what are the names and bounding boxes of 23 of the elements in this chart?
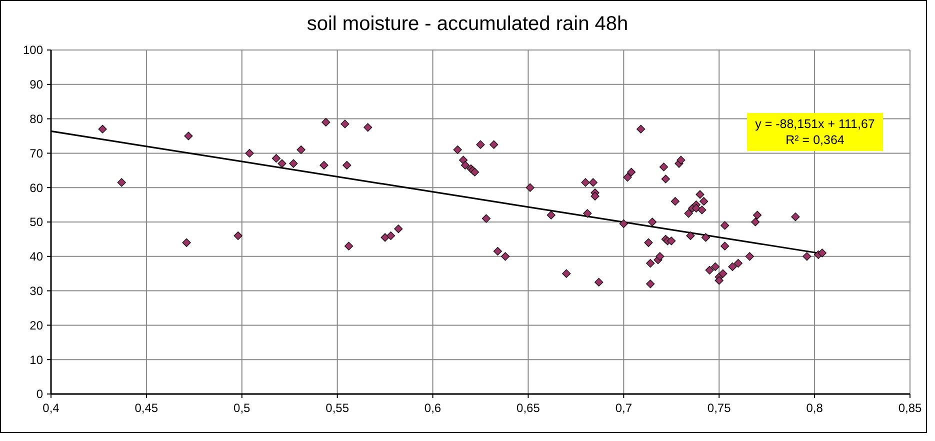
y-tick-label: 10 — [30, 352, 44, 367]
y-tick-label: 0 — [36, 387, 44, 402]
y-tick-label: 70 — [30, 146, 44, 160]
annotation: y = -88,151x + 111,67 R² = 0,364 — [755, 117, 875, 147]
y-tick-label: 100 — [22, 43, 44, 58]
y-tick-label: 60 — [30, 180, 44, 195]
x-tick-label: 0,6 — [424, 401, 442, 415]
x-tick-label: 0,7 — [615, 401, 632, 415]
chart-title: soil moisture - accumulated rain 48h — [306, 13, 628, 35]
x-tick-label: 0,45 — [134, 401, 158, 415]
y-tick-label: 50 — [30, 215, 44, 230]
y-tick-label: 90 — [30, 78, 44, 92]
x-tick-label: 0,75 — [707, 401, 732, 415]
y-tick-label: 20 — [30, 318, 44, 332]
x-tick-label: 0,85 — [898, 401, 922, 415]
x-tick-label: 0,8 — [806, 401, 824, 415]
y-tick-label: 30 — [30, 284, 44, 298]
x-tick-label: 0,4 — [42, 401, 60, 415]
y-tick-label: 40 — [30, 250, 44, 264]
x-tick-label: 0,65 — [516, 401, 540, 415]
y-tick-label: 80 — [30, 112, 44, 126]
x-tick-label: 0,55 — [326, 401, 350, 415]
x-tick-label: 0,5 — [234, 401, 251, 415]
